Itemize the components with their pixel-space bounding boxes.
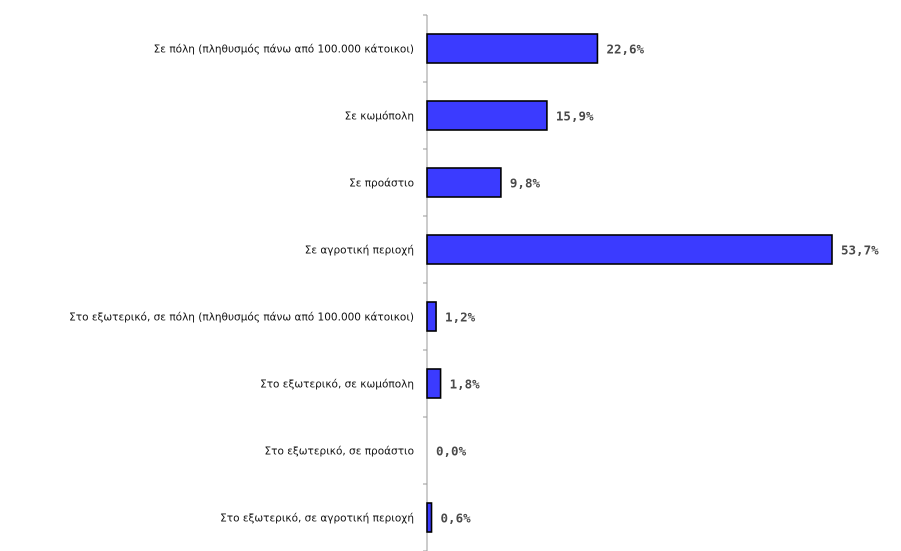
value-label: 0,6% — [441, 511, 472, 526]
value-label: 9,8% — [510, 176, 541, 191]
value-label: 0,0% — [436, 444, 467, 459]
bar — [426, 301, 437, 332]
category-label: Στο εξωτερικό, σε πόλη (πληθυσμός πάνω α… — [69, 312, 414, 324]
bar — [426, 502, 433, 533]
bar — [426, 167, 502, 198]
value-labels: 22,6% 15,9% 9,8% 53,7% 1,2% 1,8% 0,0% 0,6% — [436, 42, 879, 526]
category-label: Στο εξωτερικό, σε κωμόπολη — [260, 379, 414, 391]
value-label: 15,9% — [556, 109, 594, 124]
value-label: 1,2% — [445, 310, 476, 325]
category-label: Σε προάστιο — [349, 178, 414, 190]
bar — [426, 100, 548, 131]
bar — [426, 33, 599, 64]
category-label: Σε πόλη (πληθυσμός πάνω από 100.000 κάτο… — [154, 44, 414, 56]
category-label: Σε αγροτική περιοχή — [305, 245, 414, 257]
category-label: Στο εξωτερικό, σε προάστιο — [265, 446, 415, 458]
value-label: 22,6% — [606, 42, 644, 57]
bars-group — [426, 33, 833, 533]
bar — [426, 234, 833, 265]
value-label: 1,8% — [450, 377, 481, 392]
category-label: Στο εξωτερικό, σε αγροτική περιοχή — [220, 513, 414, 525]
category-labels: Σε πόλη (πληθυσμός πάνω από 100.000 κάτο… — [69, 44, 414, 525]
category-label: Σε κωμόπολη — [345, 111, 414, 123]
bar — [426, 368, 442, 399]
value-label: 53,7% — [841, 243, 879, 258]
axis-ticks — [423, 14, 427, 551]
